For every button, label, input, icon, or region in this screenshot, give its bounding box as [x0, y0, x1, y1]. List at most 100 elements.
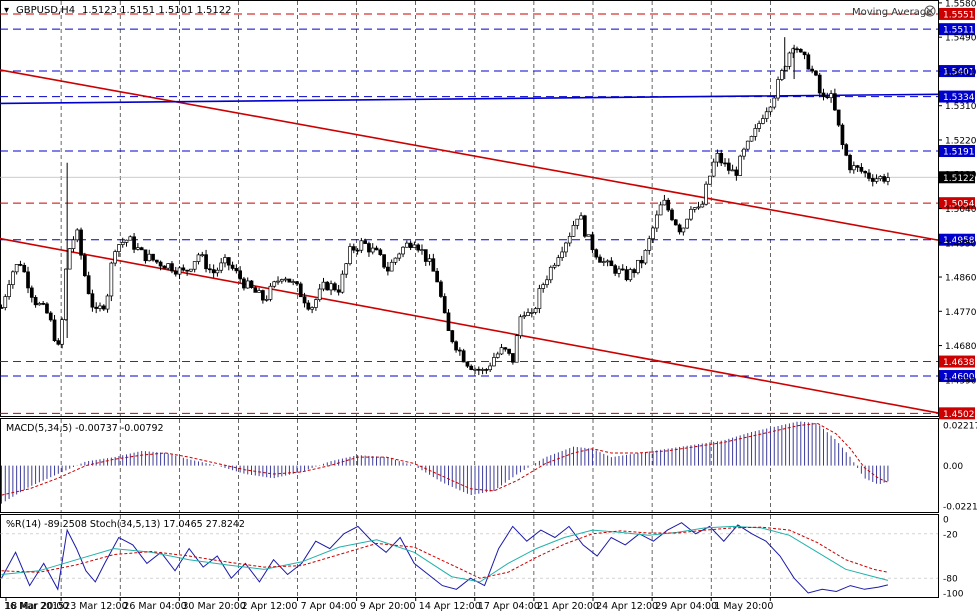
candle-body: [750, 136, 753, 141]
candle-body: [53, 320, 56, 341]
candle-body: [398, 254, 401, 258]
candle-body: [261, 291, 264, 301]
candle-body: [129, 237, 132, 240]
candle-body: [269, 286, 272, 299]
candle-body: [777, 80, 780, 99]
candle-body: [818, 75, 821, 93]
price-tick-label: 1.5490: [945, 34, 977, 44]
candle-body: [371, 248, 374, 252]
candle-body: [98, 306, 101, 309]
candle-body: [417, 245, 420, 250]
candle-body: [386, 267, 389, 271]
candle-body: [610, 261, 613, 266]
candle-body: [871, 178, 874, 181]
candle-body: [693, 208, 696, 210]
candle-body: [212, 270, 215, 273]
candle-body: [727, 163, 730, 170]
candle-body: [201, 255, 204, 256]
candle-body: [788, 53, 791, 66]
candle-body: [265, 299, 268, 300]
candle-body: [492, 357, 495, 365]
candle-body: [640, 260, 643, 263]
ohlc-label: 1.5123 1.5151 1.5101 1.5122: [82, 5, 232, 16]
candle-body: [670, 210, 673, 220]
candle-body: [15, 264, 18, 271]
candle-body: [277, 281, 280, 282]
candle-body: [102, 306, 105, 309]
candle-body: [564, 243, 567, 252]
candle-body: [258, 291, 261, 293]
candle-body: [474, 369, 477, 370]
candle-body: [152, 254, 155, 260]
candle-body: [523, 316, 526, 317]
candle-body: [341, 274, 344, 292]
candle-body: [538, 289, 541, 309]
candle-body: [178, 268, 181, 274]
candle-body: [455, 342, 458, 350]
candle-body: [250, 281, 253, 288]
candle-body: [311, 308, 314, 310]
level-tag-label: 1.4502: [943, 410, 975, 420]
level-tag-label: 1.4638: [943, 358, 975, 368]
candle-body: [242, 279, 245, 288]
oscillator-tick-label: -100: [943, 590, 964, 600]
candle-body: [402, 247, 405, 254]
candle-body: [769, 107, 772, 112]
candle-body: [87, 276, 90, 294]
candle-body: [841, 125, 844, 145]
candle-body: [420, 250, 423, 251]
candle-body: [595, 250, 598, 257]
candle-body: [814, 71, 817, 75]
main-pane-frame: [1, 1, 939, 417]
candle-body: [822, 93, 825, 97]
candle-body: [515, 336, 518, 363]
candle-body: [519, 317, 522, 336]
candle-body: [462, 351, 465, 362]
candle-body: [246, 281, 249, 288]
symbol-label: GBPUSD,H4: [16, 5, 75, 16]
candle-body: [557, 258, 560, 266]
candle-body: [182, 268, 185, 270]
candle-body: [356, 250, 359, 251]
candle-body: [867, 173, 870, 178]
candle-body: [625, 270, 628, 280]
candle-body: [322, 282, 325, 289]
candle-body: [724, 163, 727, 164]
candle-body: [216, 270, 219, 273]
price-tick-label: 1.4950: [945, 239, 977, 249]
candle-body: [4, 297, 7, 308]
candle-body: [443, 296, 446, 312]
candle-body: [655, 215, 658, 228]
time-tick-label: 23 Mar 12:00: [64, 601, 127, 611]
candle-body: [110, 263, 113, 296]
candle-body: [95, 307, 98, 308]
candle-body: [424, 250, 427, 262]
candle-body: [428, 259, 431, 262]
price-tick-label: 1.5220: [945, 136, 977, 146]
candle-body: [284, 279, 287, 280]
time-tick-label: 21 Apr 20:00: [537, 601, 599, 611]
candle-body: [42, 303, 45, 304]
candle-body: [606, 261, 609, 262]
candle-body: [439, 282, 442, 297]
candle-body: [80, 230, 83, 255]
candle-body: [883, 176, 886, 181]
candle-body: [682, 228, 685, 232]
oscillator-tick-label: -80: [943, 575, 958, 585]
time-tick-label: 26 Mar 04:00: [123, 601, 186, 611]
candle-body: [159, 262, 162, 266]
candle-body: [697, 207, 700, 208]
candle-body: [568, 236, 571, 243]
candle-body: [174, 271, 177, 274]
oscillator-tick-label: 0: [943, 516, 949, 526]
candle-body: [689, 209, 692, 219]
price-axis: 1.51221.55801.54901.54001.53101.52201.51…: [938, 0, 977, 386]
candle-body: [602, 262, 605, 263]
candle-body: [30, 288, 33, 297]
candle-body: [716, 153, 719, 162]
candle-body: [436, 271, 439, 282]
candle-body: [273, 282, 276, 286]
candle-body: [61, 320, 64, 345]
candle-body: [23, 265, 26, 272]
